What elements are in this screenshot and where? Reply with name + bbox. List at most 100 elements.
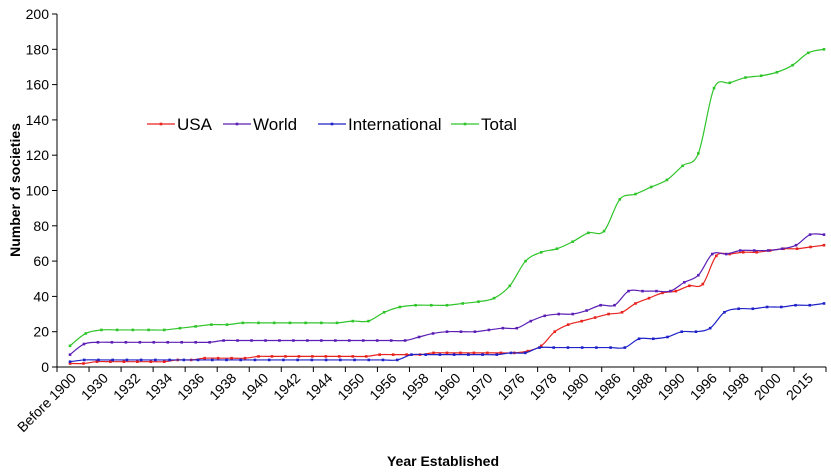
data-point-international — [410, 353, 413, 356]
data-point-world — [361, 339, 365, 342]
legend-item-usa: USA — [147, 115, 213, 134]
data-point-world — [152, 340, 156, 344]
data-point-usa — [647, 296, 651, 300]
axes — [56, 14, 826, 368]
data-point-world — [473, 330, 477, 333]
series-world — [68, 233, 826, 356]
x-tick-label: 1958 — [398, 370, 431, 403]
data-point-world — [347, 339, 351, 342]
data-point-total — [445, 303, 449, 307]
data-point-international — [467, 353, 470, 356]
data-point-usa — [82, 362, 85, 365]
data-point-usa — [391, 353, 395, 356]
data-point-usa — [553, 330, 557, 333]
data-point-usa — [809, 245, 812, 249]
data-point-total — [681, 164, 684, 168]
data-point-total — [649, 185, 653, 189]
data-point-international — [694, 330, 698, 333]
data-point-international — [395, 358, 399, 362]
data-point-usa — [95, 360, 99, 364]
data-point-world — [138, 340, 142, 344]
data-point-usa — [526, 349, 530, 353]
data-point-international — [808, 303, 812, 307]
data-point-international — [154, 358, 157, 362]
data-point-world — [808, 233, 812, 236]
data-point-world — [515, 326, 519, 330]
data-point-total — [744, 76, 747, 79]
x-tick-label: 1998 — [719, 370, 752, 403]
y-tick-label: 80 — [33, 218, 49, 234]
data-point-usa — [593, 316, 597, 319]
data-point-usa — [337, 355, 341, 358]
data-point-international — [765, 305, 769, 309]
data-point-world — [543, 314, 547, 318]
data-point-total — [162, 328, 166, 332]
data-point-usa — [162, 360, 166, 364]
data-point-usa — [324, 355, 328, 358]
data-point-total — [257, 321, 260, 325]
data-point-international — [651, 337, 655, 341]
data-point-international — [637, 337, 641, 341]
legend-label-usa: USA — [177, 115, 213, 134]
y-tick-label: 140 — [26, 112, 50, 128]
data-point-usa — [109, 360, 112, 364]
data-point-total — [320, 321, 323, 325]
data-point-total — [288, 321, 292, 325]
data-point-international — [751, 307, 755, 311]
data-point-total — [728, 81, 732, 85]
data-point-world — [445, 330, 449, 333]
data-point-usa — [580, 319, 583, 323]
data-point-usa — [459, 351, 462, 355]
data-point-international — [324, 358, 328, 362]
data-point-international — [523, 351, 527, 355]
x-tick-label: 1932 — [110, 370, 143, 403]
data-point-world — [180, 340, 184, 344]
data-point-usa — [203, 356, 206, 360]
series-total — [68, 48, 826, 348]
x-tick-label: 1990 — [655, 370, 688, 403]
y-tick-label: 60 — [33, 253, 49, 269]
y-tick-label: 40 — [33, 288, 49, 304]
legend-label-world: World — [253, 115, 297, 134]
y-axis-title: Number of societies — [7, 123, 23, 257]
series-line-total — [69, 48, 825, 347]
data-point-world — [236, 339, 239, 342]
data-point-international — [424, 353, 427, 356]
legend-marker-usa — [159, 122, 163, 126]
data-point-world — [278, 339, 281, 342]
data-point-international — [737, 307, 740, 311]
data-point-usa — [822, 243, 826, 247]
data-point-total — [712, 86, 716, 90]
data-point-international — [452, 353, 456, 356]
data-point-international — [495, 353, 499, 356]
data-point-world — [738, 249, 742, 252]
data-point-usa — [486, 351, 489, 355]
data-point-international — [381, 358, 385, 362]
x-axis-title: Year Established — [387, 453, 499, 469]
data-point-world — [683, 280, 686, 284]
data-point-world — [250, 339, 253, 342]
data-point-total — [791, 63, 794, 67]
data-point-international — [680, 330, 684, 333]
data-point-total — [100, 328, 103, 332]
data-point-world — [264, 339, 267, 342]
y-tick-label: 20 — [33, 324, 49, 340]
x-tick-label: 2015 — [783, 370, 816, 403]
data-point-international — [82, 358, 86, 362]
data-point-international — [267, 358, 271, 362]
data-point-total — [759, 74, 763, 78]
data-point-total — [398, 305, 402, 309]
x-tick-label: 1944 — [302, 370, 335, 403]
x-tick-label: 1996 — [687, 370, 720, 403]
data-point-international — [310, 358, 314, 362]
data-point-world — [403, 339, 407, 342]
data-point-world — [292, 339, 295, 342]
data-point-usa — [68, 362, 72, 365]
data-point-international — [139, 358, 143, 362]
y-tick-label: 100 — [26, 183, 50, 199]
data-point-total — [131, 328, 135, 332]
data-point-international — [111, 358, 114, 362]
data-point-world — [431, 332, 435, 335]
data-point-usa — [472, 351, 476, 355]
